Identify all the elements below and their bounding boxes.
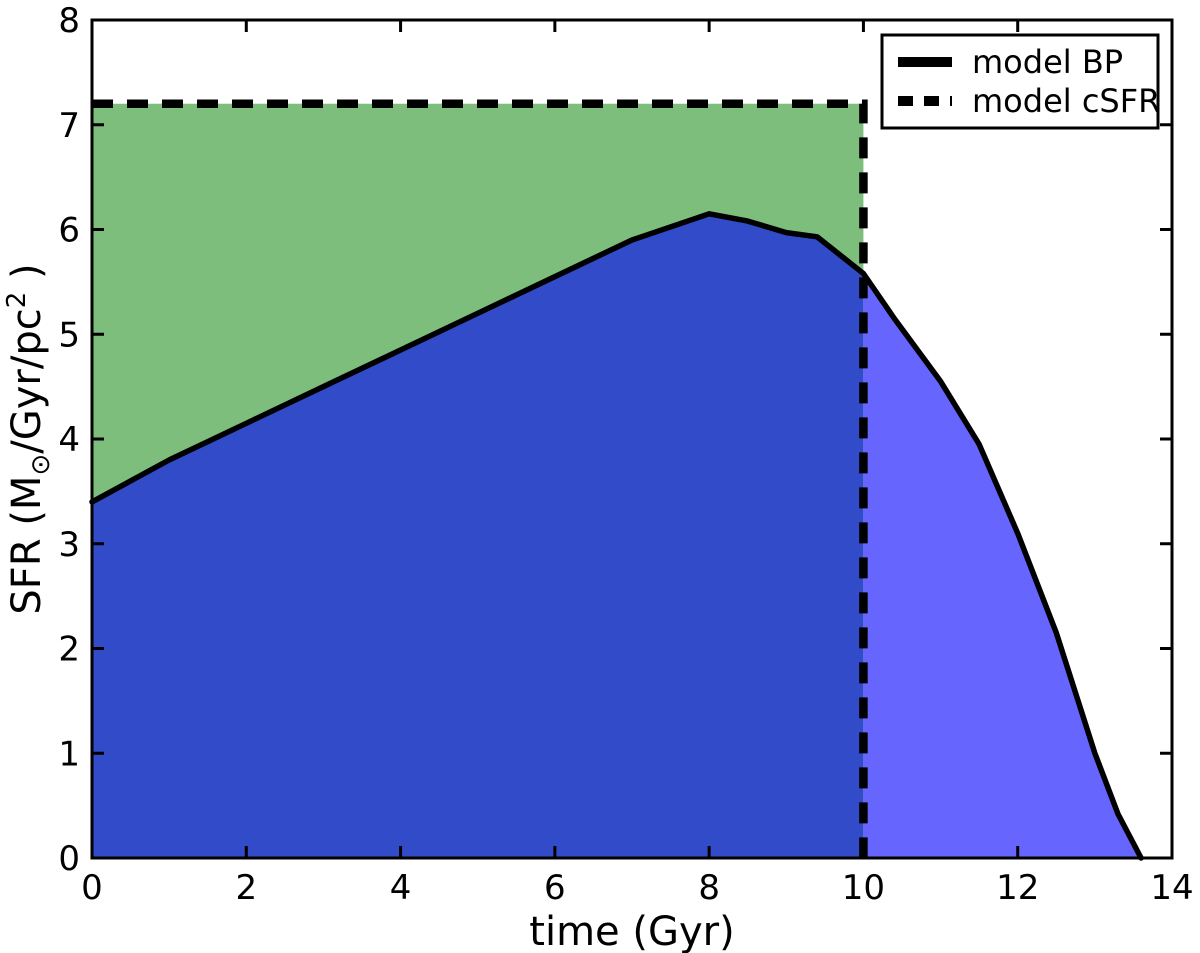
x-tick-label: 4: [390, 868, 412, 908]
x-tick-label: 12: [996, 868, 1039, 908]
x-tick-label: 8: [698, 868, 720, 908]
y-tick-label: 7: [58, 106, 80, 146]
legend-label: model cSFR: [972, 82, 1160, 120]
y-tick-label: 0: [58, 839, 80, 879]
y-tick-label: 3: [58, 525, 80, 565]
x-tick-label: 6: [544, 868, 566, 908]
y-tick-label: 4: [58, 420, 80, 460]
x-tick-label: 0: [81, 868, 103, 908]
bp-model-line: [89, 211, 1144, 861]
x-tick-label: 14: [1150, 868, 1193, 908]
dark-blue-fill-bp-overlap: [92, 213, 864, 859]
legend-box: [880, 33, 1160, 130]
y-axis-label: SFR (M⊙/Gyr/pc2 ): [2, 263, 56, 614]
light-blue-fill-bp-tail: [863, 273, 1142, 858]
y-tick-label: 5: [58, 315, 80, 355]
y-tick-label: 8: [58, 1, 80, 41]
y-tick-label: 6: [58, 211, 80, 251]
csfr-model-line: [92, 99, 868, 858]
y-tick-label: 2: [58, 630, 80, 670]
x-tick-label: 2: [235, 868, 257, 908]
x-axis-label: time (Gyr): [529, 909, 734, 953]
legend-label: model BP: [972, 43, 1123, 81]
x-tick-label: 10: [842, 868, 885, 908]
y-tick-label: 1: [58, 734, 80, 774]
